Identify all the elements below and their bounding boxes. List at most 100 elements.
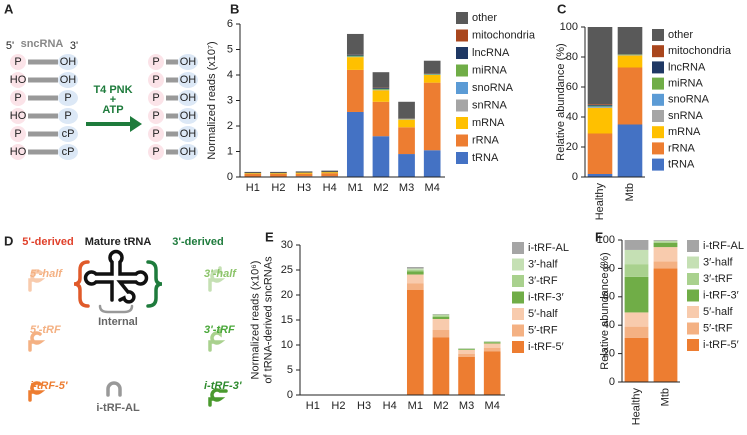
rna-bar [166,113,178,119]
rna-bar [166,77,178,83]
y-tick-label: 0 [609,376,615,388]
legend-label: snoRNA [668,94,710,106]
end-label: HO [10,110,27,122]
y-tick-label: 40 [566,111,578,123]
end-label: P [152,146,159,158]
legend-swatch [512,242,524,254]
end-bubble [178,108,198,124]
legend-swatch [512,275,524,287]
bar-segment [432,314,450,315]
legend-swatch [652,45,664,58]
y-tick-label: 20 [281,289,293,301]
y-tick-label: 4 [227,69,233,81]
y-tick-label: 0 [227,171,233,183]
end-bubble [10,108,26,124]
legend-swatch [512,341,524,353]
end-label: OH [180,74,197,86]
end-bubble [58,108,78,124]
x-tick-label: Healthy [630,388,642,426]
group-title: Mature tRNA [85,236,152,248]
end-bubble [10,72,26,88]
panel-label: E [265,229,274,244]
legend-label: tRNA [668,159,695,171]
x-tick-label: H4 [323,182,337,194]
fragment-label: 3'-half [204,268,237,280]
bar-segment [346,54,364,56]
bar-segment [372,87,390,89]
bar-segment [624,312,649,327]
bar-segment [432,314,450,316]
bar-segment [321,173,339,177]
legend-swatch [687,256,699,269]
legend-label: 5′-half [703,306,734,318]
rna-bar [166,149,178,155]
bar-segment [432,337,450,395]
bar-segment [653,247,678,262]
fragment [106,381,122,397]
legend-label: lncRNA [472,47,510,59]
legend-swatch [456,47,468,59]
bar-segment [624,337,649,382]
x-tick-label: Mtb [659,388,671,406]
legend-label: i-tRF-3′ [528,291,564,303]
bar-segment [458,350,475,354]
bar-segment [653,242,678,248]
bar-segment [458,354,475,357]
bar-segment [624,240,649,250]
bar-segment [587,174,613,177]
bar-segment [346,57,364,70]
x-tick-label: Healthy [594,183,606,221]
end-bubble [178,54,198,70]
bar-segment [432,319,450,330]
y-tick-label: 5 [227,43,233,55]
legend-swatch [687,240,699,252]
bar-segment [346,111,364,177]
fragment [208,266,226,292]
x-tick-label: M2 [373,182,388,194]
bar-segment [617,27,643,54]
bar-segment [423,60,441,74]
bar-segment [483,343,501,348]
end-label: 5' [6,40,14,52]
end-bubble [148,54,164,70]
bar-segment [398,101,415,119]
end-bubble [148,144,164,160]
legend-swatch [687,322,699,335]
rna-bar [166,131,178,137]
bar-segment [483,348,501,352]
legend-swatch [456,152,468,164]
legend-swatch [456,117,468,129]
legend-label: 5′-tRF [528,324,558,336]
legend-label: tRNA [472,152,499,164]
x-tick-label: H2 [271,182,285,194]
legend-label: mRNA [472,117,505,129]
legend-label: mitochondria [472,29,536,41]
y-tick-label: 100 [560,21,578,33]
fragment [208,388,228,407]
bar-segment [372,72,390,88]
fragment-label: i-tRF-5' [30,380,68,392]
end-label: P [152,92,159,104]
end-bubble [178,126,198,142]
legend-label: 3′-tRF [703,273,733,285]
bar-segment [398,119,415,128]
bar-segment [458,357,475,395]
end-label: cP [62,128,75,140]
legend-swatch [456,134,468,147]
end-label: P [64,110,71,122]
legend-label: other [668,29,693,41]
bar-segment [587,106,613,108]
end-label: P [152,110,159,122]
y-tick-label: 0 [287,389,293,401]
legend-swatch [652,77,664,90]
bar-segment [458,349,475,350]
bar-segment [406,268,424,270]
legend-label: lncRNA [668,61,706,73]
end-label: P [14,128,21,140]
bar-segment [346,55,364,57]
y-axis-label: Relative abundance (%) [555,43,567,160]
y-tick-label: 60 [603,291,615,303]
y-tick-label: 80 [566,51,578,63]
bar-segment [244,173,262,174]
